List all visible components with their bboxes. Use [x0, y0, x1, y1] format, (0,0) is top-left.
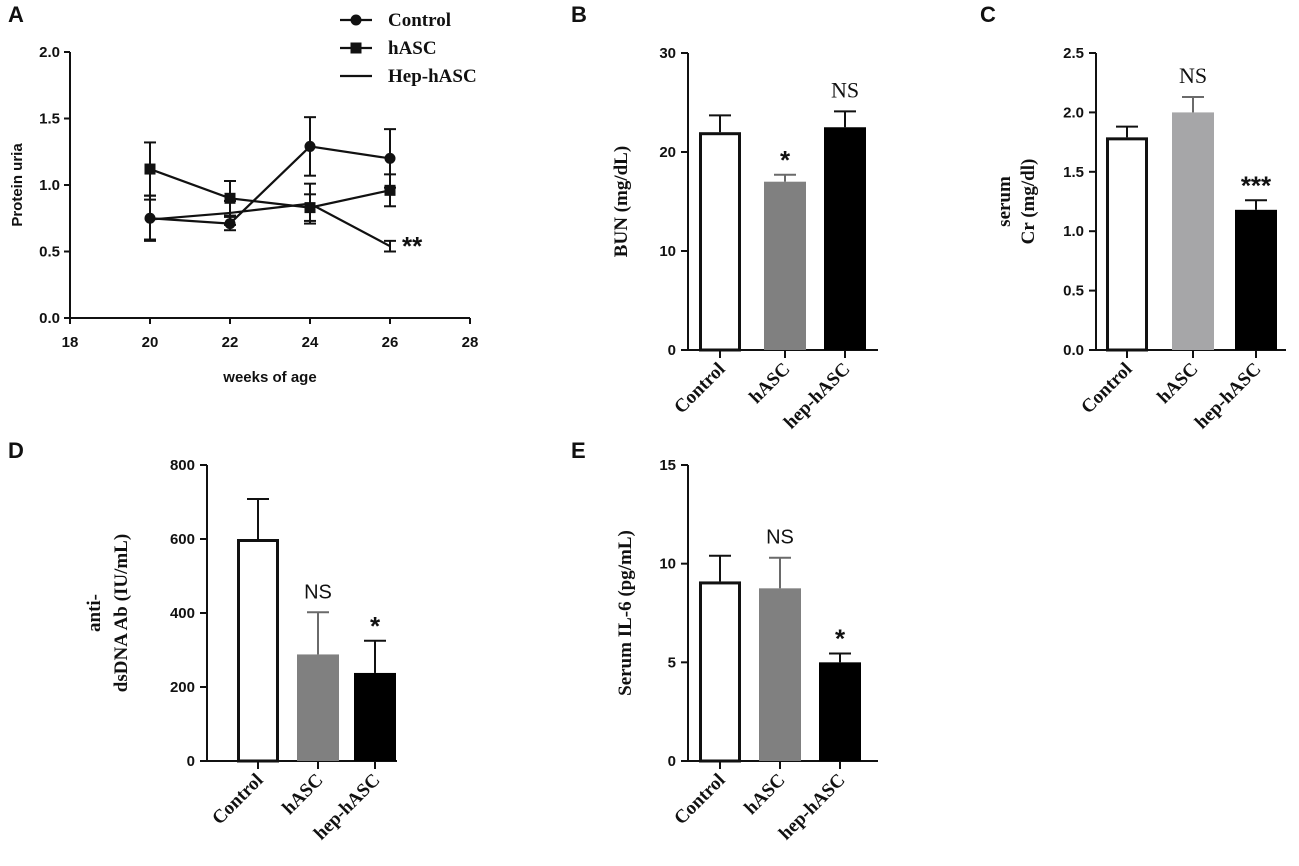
x-tick-label: 26 [382, 334, 399, 351]
panel-e-bar-chart: 0 5 10 15 Control hASC NS hep-hASC * Serum IL-6 (… [615, 457, 878, 844]
y-axis-title-line: serum [994, 176, 1015, 227]
category-label-hep-hasc: hep-hASC [780, 359, 855, 434]
y-tick-label: 20 [659, 144, 676, 161]
y-tick-label: 5 [668, 654, 676, 671]
significance-label-hep-hasc: * [370, 611, 381, 641]
y-tick-label: 0 [668, 753, 676, 770]
category-label-hep-hasc: hep-hASC [775, 770, 850, 845]
panel-a-line-chart: 0.0 0.5 1.0 1.5 2.0 18 20 22 24 26 28 weeks of age P… [9, 10, 478, 386]
significance-label-hasc: NS [304, 581, 332, 603]
y-tick-label: 0.0 [39, 310, 60, 327]
data-point-control [304, 140, 316, 152]
bar-hep-hasc [824, 127, 866, 350]
data-point-hasc [144, 163, 156, 175]
y-tick-label: 2.0 [1063, 104, 1084, 121]
x-axis-title: weeks of age [222, 369, 316, 386]
series-line-control [149, 145, 391, 225]
category-label-hasc: hASC [278, 770, 327, 819]
y-tick-label: 800 [170, 457, 195, 474]
legend-label: Hep-hASC [388, 66, 477, 87]
significance-label-hasc: NS [1179, 63, 1207, 88]
y-tick-label: 10 [659, 556, 676, 573]
y-axis-title-line: dsDNA Ab (IU/mL) [111, 534, 132, 692]
y-tick-label: 0 [668, 342, 676, 359]
bar-control [699, 132, 741, 352]
category-label-hasc: hASC [740, 770, 789, 819]
data-point-hasc [224, 192, 236, 204]
y-axis-title-line: anti- [84, 594, 105, 632]
y-tick-label: 30 [659, 45, 676, 62]
significance-label-hasc: * [780, 145, 791, 175]
y-tick-label: 0.5 [1063, 283, 1084, 300]
legend-marker-control [350, 14, 362, 26]
x-tick-label: 22 [222, 334, 239, 351]
legend-label: hASC [388, 38, 437, 59]
y-axis-title: Protein uria [9, 143, 26, 227]
bar-control [1106, 137, 1148, 352]
x-tick-label: 28 [462, 334, 479, 351]
panel-label-e: E [571, 438, 586, 463]
bar-hasc [764, 181, 806, 350]
y-tick-label: 15 [659, 457, 676, 474]
category-label-control: Control [1077, 359, 1136, 418]
panel-label-d: D [8, 438, 24, 463]
y-tick-label: 10 [659, 243, 676, 260]
series-line-hasc [149, 168, 391, 209]
y-axis-title: Serum IL-6 (pg/mL) [615, 530, 636, 696]
bar-hep-hasc [819, 662, 861, 761]
y-tick-label: 0 [187, 753, 195, 770]
x-tick-label: 24 [302, 334, 319, 351]
y-axis-title: BUN (mg/dL) [611, 146, 632, 257]
x-tick-label: 20 [142, 334, 159, 351]
panel-b-bar-chart: 0 10 20 30 Control hASC * hep-hASC NS BUN (mg/dL) [611, 45, 878, 433]
bar-hep-hasc [354, 672, 396, 761]
y-tick-label: 0.5 [39, 244, 60, 261]
panel-label-c: C [980, 2, 996, 27]
significance-label-hep-hasc: * [835, 623, 846, 653]
significance-label-hep-hasc: *** [1241, 170, 1272, 200]
y-tick-label: 200 [170, 679, 195, 696]
bar-control [699, 581, 741, 763]
bar-control [237, 539, 279, 763]
y-tick-label: 1.0 [1063, 223, 1084, 240]
category-label-control: Control [670, 359, 729, 418]
y-tick-label: 1.5 [39, 111, 60, 128]
category-label-hasc: hASC [1153, 359, 1202, 408]
panel-c-bar-chart: 0.0 0.5 1.0 1.5 2.0 2.5 Control hASC NS hep-hASC *… [994, 45, 1286, 433]
legend-marker-hasc [350, 42, 362, 54]
category-label-control: Control [670, 770, 729, 829]
bar-hasc [1172, 112, 1214, 351]
category-label-control: Control [208, 770, 267, 829]
y-tick-label: 2.5 [1063, 45, 1084, 62]
x-tick-label: 18 [62, 334, 79, 351]
panel-label-b: B [571, 2, 587, 27]
y-tick-label: 0.0 [1063, 342, 1084, 359]
bar-hep-hasc [1235, 209, 1277, 350]
significance-label-hasc: NS [766, 527, 794, 549]
significance-label: ** [402, 231, 423, 261]
y-tick-label: 1.5 [1063, 164, 1084, 181]
y-axis-title-line: Cr (mg/dl) [1018, 159, 1039, 245]
bar-hasc [759, 588, 801, 761]
y-tick-label: 2.0 [39, 44, 60, 61]
data-point-hasc [384, 184, 396, 196]
series-line-hep-hasc [149, 202, 391, 248]
bar-hasc [297, 654, 339, 761]
y-tick-label: 400 [170, 605, 195, 622]
data-point-control [384, 152, 396, 164]
legend-label: Control [388, 10, 451, 31]
y-tick-label: 600 [170, 531, 195, 548]
significance-label-hep-hasc: NS [831, 77, 859, 102]
category-label-hasc: hASC [745, 359, 794, 408]
category-label-hep-hasc: hep-hASC [1191, 359, 1266, 434]
y-tick-label: 1.0 [39, 177, 60, 194]
panel-label-a: A [8, 2, 24, 27]
